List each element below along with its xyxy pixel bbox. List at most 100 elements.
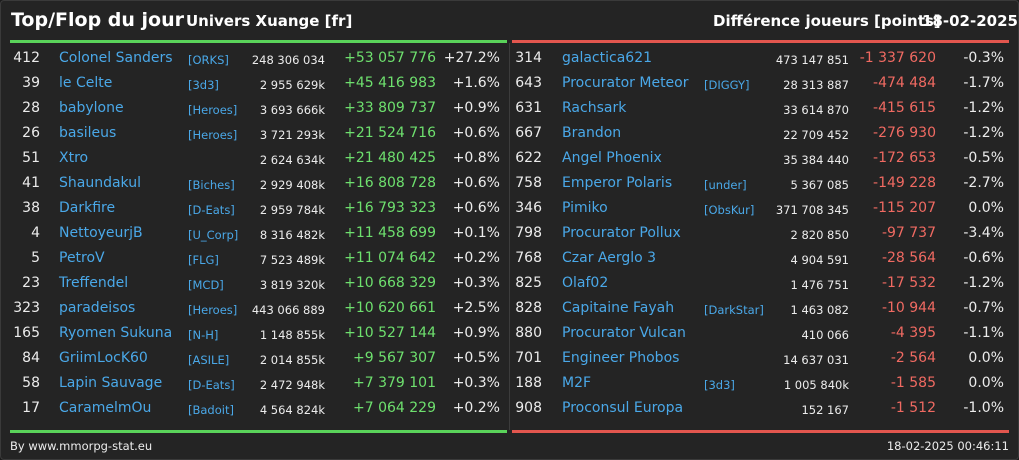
player-points: 1 463 082 bbox=[790, 303, 849, 317]
player-rank: 828 bbox=[515, 300, 542, 316]
top-row: 412 Colonel Sanders [ORKS] 248 306 034 +53 0… bbox=[10, 47, 507, 72]
percent-change: +0.5% bbox=[452, 350, 500, 366]
percent-change: -0.7% bbox=[963, 300, 1004, 316]
player-name-link[interactable]: GriimLocK60 bbox=[59, 350, 148, 366]
player-name-link[interactable]: NettoyeurjB bbox=[59, 225, 143, 241]
top-row: 58 Lapin Sauvage [D-Eats] 2 472 948k +7 379 … bbox=[10, 372, 507, 397]
percent-change: -1.0% bbox=[963, 400, 1004, 416]
player-name-link[interactable]: basileus bbox=[59, 125, 117, 141]
points-difference: -149 228 bbox=[873, 175, 936, 191]
alliance-tag-link[interactable]: [DarkStar] bbox=[704, 303, 764, 317]
player-name-link[interactable]: Engineer Phobos bbox=[562, 350, 680, 366]
percent-change: +0.8% bbox=[452, 150, 500, 166]
player-name-link[interactable]: Rachsark bbox=[562, 100, 627, 116]
player-name-link[interactable]: babylone bbox=[59, 100, 124, 116]
alliance-tag-link[interactable]: [Badoit] bbox=[188, 403, 234, 417]
player-name-link[interactable]: Treffendel bbox=[59, 275, 129, 291]
player-points: 2 955 629k bbox=[259, 78, 325, 92]
alliance-tag-link[interactable]: [ASILE] bbox=[188, 353, 230, 367]
flop-panel-accent-bottom bbox=[512, 430, 1009, 433]
alliance-tag-link[interactable]: [3d3] bbox=[704, 378, 735, 392]
player-points: 473 147 851 bbox=[775, 53, 849, 67]
player-name-link[interactable]: Emperor Polaris bbox=[562, 175, 673, 191]
alliance-tag-link[interactable]: [ORKS] bbox=[188, 53, 229, 67]
player-name-link[interactable]: Angel Phoenix bbox=[562, 150, 662, 166]
player-rank: 323 bbox=[13, 300, 40, 316]
top-row: 4 NettoyeurjB [U_Corp] 8 316 482k +11 458 69… bbox=[10, 222, 507, 247]
player-rank: 825 bbox=[515, 275, 542, 291]
player-name-link[interactable]: le Celte bbox=[59, 75, 113, 91]
player-name-link[interactable]: Proconsul Europa bbox=[562, 400, 684, 416]
alliance-tag-link[interactable]: [ObsKur] bbox=[704, 203, 755, 217]
alliance-tag-link[interactable]: [D-Eats] bbox=[188, 378, 235, 392]
player-name-link[interactable]: Ryomen Sukuna bbox=[59, 325, 173, 341]
player-rank: 798 bbox=[515, 225, 542, 241]
player-name-link[interactable]: Capitaine Fayah bbox=[562, 300, 675, 316]
points-difference: +9 567 307 bbox=[353, 350, 436, 366]
points-difference: +7 064 229 bbox=[353, 400, 436, 416]
alliance-tag-link[interactable]: [Heroes] bbox=[188, 303, 238, 317]
player-name-link[interactable]: Lapin Sauvage bbox=[59, 375, 163, 391]
points-difference: +21 524 716 bbox=[344, 125, 436, 141]
player-name-link[interactable]: paradeisos bbox=[59, 300, 136, 316]
player-points: 443 066 889 bbox=[251, 303, 325, 317]
flop-panel: 314 galactica621 473 147 851 -1 337 620 -0.3… bbox=[512, 47, 1009, 422]
player-name-link[interactable]: galactica621 bbox=[562, 50, 653, 66]
percent-change: +2.5% bbox=[452, 300, 500, 316]
top-row: 51 Xtro 2 624 634k +21 480 425 +0.8% bbox=[10, 147, 507, 172]
points-difference: -2 564 bbox=[890, 350, 936, 366]
points-difference: -1 512 bbox=[890, 400, 936, 416]
percent-change: -1.2% bbox=[963, 125, 1004, 141]
alliance-tag-link[interactable]: [Biches] bbox=[188, 178, 235, 192]
player-points: 28 313 887 bbox=[783, 78, 849, 92]
player-name-link[interactable]: Olaf02 bbox=[562, 275, 609, 291]
player-name-link[interactable]: Shaundakul bbox=[59, 175, 141, 191]
player-name-link[interactable]: Procurator Meteor bbox=[562, 75, 689, 91]
alliance-tag-link[interactable]: [U_Corp] bbox=[188, 228, 239, 242]
player-name-link[interactable]: Czar Aerglo 3 bbox=[562, 250, 657, 266]
top-row: 39 le Celte [3d3] 2 955 629k +45 416 983 +1.6… bbox=[10, 72, 507, 97]
flop-row: 188 M2F [3d3] 1 005 840k -1 585 0.0% bbox=[512, 372, 1009, 397]
alliance-tag-link[interactable]: [Heroes] bbox=[188, 103, 238, 117]
points-difference: -10 944 bbox=[881, 300, 936, 316]
player-rank: 412 bbox=[13, 50, 40, 66]
player-rank: 4 bbox=[31, 225, 40, 241]
percent-change: +0.3% bbox=[452, 375, 500, 391]
alliance-tag-link[interactable]: [DIGGY] bbox=[704, 78, 750, 92]
alliance-tag-link[interactable]: [Heroes] bbox=[188, 128, 238, 142]
percent-change: +0.9% bbox=[452, 325, 500, 341]
player-rank: 26 bbox=[22, 125, 40, 141]
metric-label: Différence joueurs [points] bbox=[713, 12, 941, 30]
points-difference: +16 808 728 bbox=[344, 175, 436, 191]
flop-row: 643 Procurator Meteor [DIGGY] 28 313 887 -47… bbox=[512, 72, 1009, 97]
top-row: 28 babylone [Heroes] 3 693 666k +33 809 737 +… bbox=[10, 97, 507, 122]
percent-change: -1.2% bbox=[963, 275, 1004, 291]
player-rank: 23 bbox=[22, 275, 40, 291]
player-name-link[interactable]: Xtro bbox=[59, 150, 89, 166]
alliance-tag-link[interactable]: [MCD] bbox=[188, 278, 224, 292]
player-name-link[interactable]: CaramelmOu bbox=[59, 400, 152, 416]
alliance-tag-link[interactable]: [FLG] bbox=[188, 253, 219, 267]
alliance-tag-link[interactable]: [under] bbox=[704, 178, 747, 192]
alliance-tag-link[interactable]: [D-Eats] bbox=[188, 203, 235, 217]
player-name-link[interactable]: M2F bbox=[562, 375, 592, 391]
points-difference: +10 620 661 bbox=[344, 300, 436, 316]
player-name-link[interactable]: Procurator Pollux bbox=[562, 225, 681, 241]
player-name-link[interactable]: Pimiko bbox=[562, 200, 608, 216]
player-points: 5 367 085 bbox=[790, 178, 849, 192]
player-name-link[interactable]: Brandon bbox=[562, 125, 622, 141]
player-points: 3 693 666k bbox=[259, 103, 325, 117]
player-name-link[interactable]: Procurator Vulcan bbox=[562, 325, 686, 341]
player-name-link[interactable]: Colonel Sanders bbox=[59, 50, 173, 66]
flop-row: 828 Capitaine Fayah [DarkStar] 1 463 082 -10… bbox=[512, 297, 1009, 322]
alliance-tag-link[interactable]: [N-H] bbox=[188, 328, 219, 342]
player-rank: 5 bbox=[31, 250, 40, 266]
player-rank: 908 bbox=[515, 400, 542, 416]
player-name-link[interactable]: PetroV bbox=[59, 250, 105, 266]
player-points: 3 819 320k bbox=[259, 278, 325, 292]
player-name-link[interactable]: Darkfire bbox=[59, 200, 116, 216]
alliance-tag-link[interactable]: [3d3] bbox=[188, 78, 219, 92]
player-points: 2 929 408k bbox=[259, 178, 325, 192]
percent-change: 0.0% bbox=[968, 375, 1004, 391]
points-difference: +10 668 329 bbox=[344, 275, 436, 291]
